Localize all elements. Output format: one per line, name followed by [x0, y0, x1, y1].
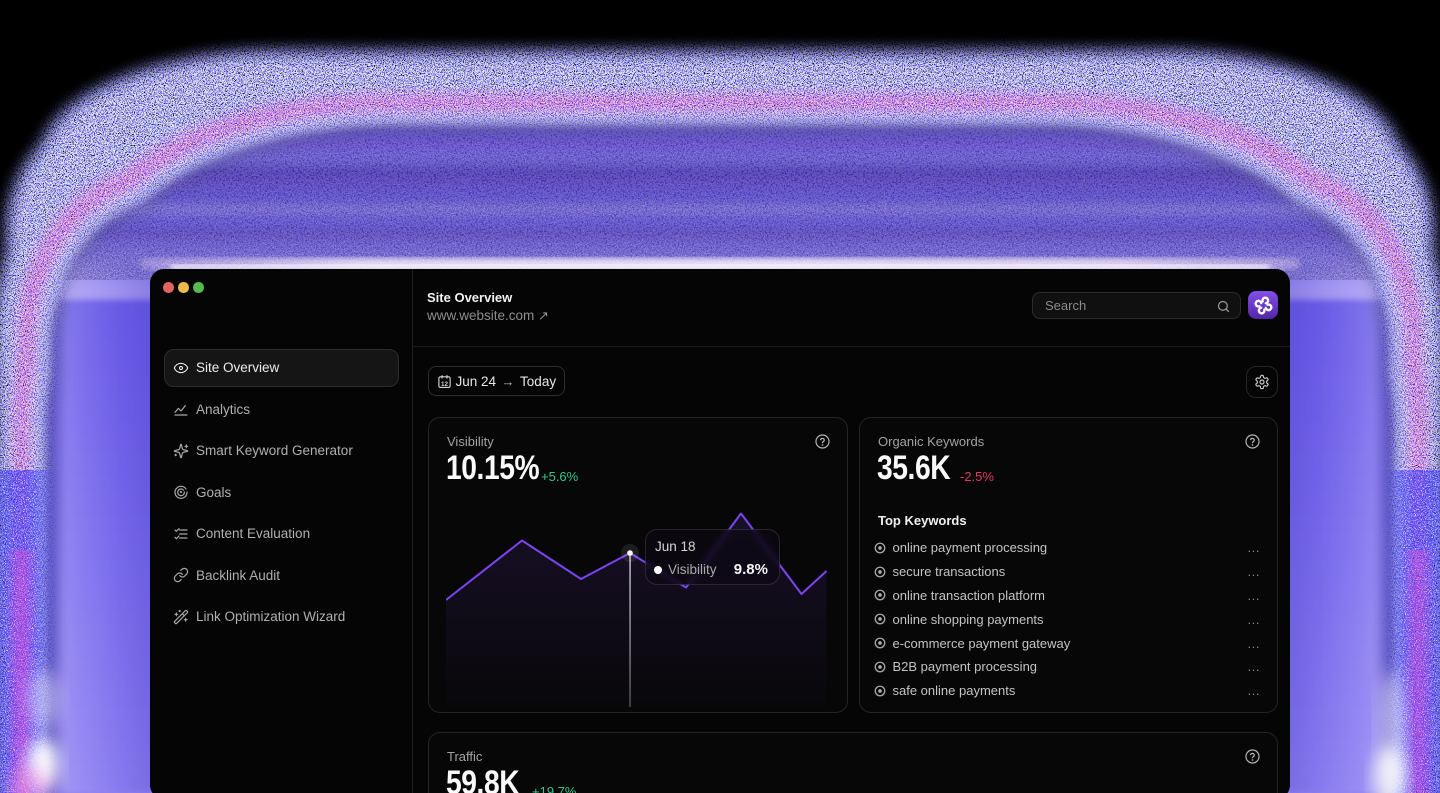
- svg-text:12: 12: [441, 380, 448, 387]
